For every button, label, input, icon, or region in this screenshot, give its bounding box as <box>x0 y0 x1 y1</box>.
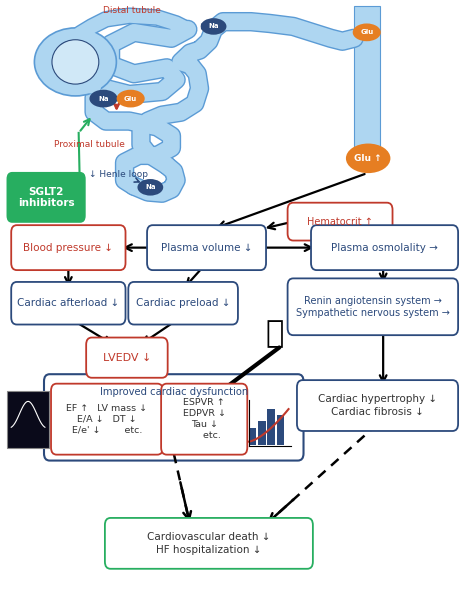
FancyBboxPatch shape <box>297 380 458 431</box>
Text: Na: Na <box>209 23 219 29</box>
FancyBboxPatch shape <box>147 225 266 270</box>
Text: Blood pressure ↓: Blood pressure ↓ <box>23 242 113 253</box>
Ellipse shape <box>353 23 381 41</box>
Text: Proximal tubule: Proximal tubule <box>55 140 125 149</box>
Text: LVEDV ↓: LVEDV ↓ <box>103 353 151 362</box>
FancyBboxPatch shape <box>128 282 238 325</box>
Text: Plasma osmolality →: Plasma osmolality → <box>331 242 438 253</box>
Ellipse shape <box>346 143 391 173</box>
Text: Glu: Glu <box>360 29 374 35</box>
FancyBboxPatch shape <box>311 225 458 270</box>
FancyBboxPatch shape <box>288 203 392 241</box>
FancyBboxPatch shape <box>267 409 275 445</box>
Ellipse shape <box>201 18 227 35</box>
Text: Cardiovascular death ↓
HF hospitalization ↓: Cardiovascular death ↓ HF hospitalizatio… <box>147 532 271 555</box>
Text: EF ↑   LV mass ↓
E/A ↓   DT ↓
E/e' ↓        etc.: EF ↑ LV mass ↓ E/A ↓ DT ↓ E/e' ↓ etc. <box>66 404 147 435</box>
FancyBboxPatch shape <box>288 278 458 335</box>
Text: Na: Na <box>145 184 155 190</box>
FancyBboxPatch shape <box>8 391 49 448</box>
Text: Cardiac preload ↓: Cardiac preload ↓ <box>136 298 230 308</box>
Text: Cardiac afterload ↓: Cardiac afterload ↓ <box>17 298 119 308</box>
Text: Improved cardiac dysfunction: Improved cardiac dysfunction <box>100 387 248 397</box>
Text: 🫀: 🫀 <box>265 319 283 349</box>
Text: SGLT2
inhibitors: SGLT2 inhibitors <box>18 187 74 208</box>
FancyBboxPatch shape <box>258 421 265 445</box>
Ellipse shape <box>52 40 99 84</box>
Text: Glu ↑: Glu ↑ <box>355 154 382 163</box>
Text: Na: Na <box>98 96 109 101</box>
Ellipse shape <box>35 28 117 96</box>
FancyBboxPatch shape <box>161 384 247 455</box>
Text: Renin angiotensin system →
Sympathetic nervous system →: Renin angiotensin system → Sympathetic n… <box>296 296 450 318</box>
FancyBboxPatch shape <box>86 337 168 378</box>
FancyBboxPatch shape <box>7 172 86 223</box>
Text: ESPVR ↑
EDPVR ↓
Tau ↓
     etc.: ESPVR ↑ EDPVR ↓ Tau ↓ etc. <box>182 398 226 441</box>
Text: Distal tubule: Distal tubule <box>103 7 161 16</box>
FancyBboxPatch shape <box>277 415 284 445</box>
FancyBboxPatch shape <box>105 518 313 569</box>
FancyBboxPatch shape <box>11 225 126 270</box>
Ellipse shape <box>90 90 118 107</box>
FancyBboxPatch shape <box>51 384 163 455</box>
Text: Hematocrit ↑: Hematocrit ↑ <box>307 217 373 227</box>
FancyBboxPatch shape <box>249 428 256 445</box>
Text: Cardiac hypertrophy ↓
Cardiac fibrosis ↓: Cardiac hypertrophy ↓ Cardiac fibrosis ↓ <box>318 395 437 417</box>
FancyBboxPatch shape <box>354 6 380 168</box>
Ellipse shape <box>137 179 163 196</box>
Text: Glu: Glu <box>124 96 137 101</box>
FancyBboxPatch shape <box>44 374 303 460</box>
Text: Plasma volume ↓: Plasma volume ↓ <box>161 242 252 253</box>
FancyBboxPatch shape <box>11 282 126 325</box>
Text: ↓ Henle loop: ↓ Henle loop <box>90 170 148 179</box>
Ellipse shape <box>117 90 145 107</box>
